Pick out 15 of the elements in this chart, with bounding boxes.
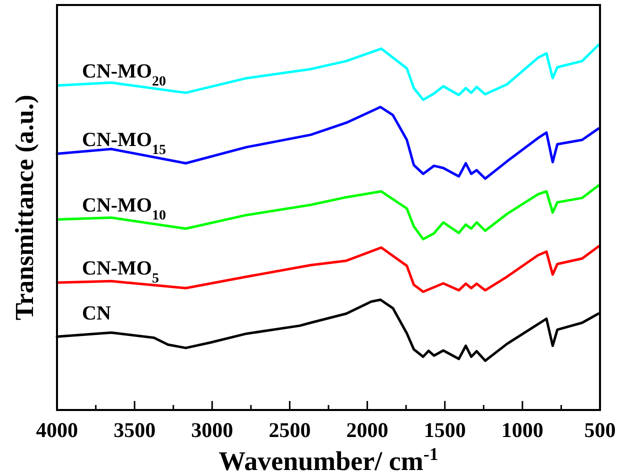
x-tick-label: 2500: [268, 418, 311, 442]
y-axis-title: Transmittance (a.u.): [10, 94, 39, 320]
series-label: CN-MO$_{10}$: [82, 194, 166, 223]
x-tick-label: 1000: [501, 418, 544, 442]
x-tick-label: 3000: [191, 418, 234, 442]
series-label: CN-MO$_{20}$: [82, 60, 166, 90]
x-tick-label: 2000: [346, 418, 388, 442]
series-label: CN-MO$_{15}$: [82, 128, 166, 158]
x-tick-label: 3500: [114, 418, 156, 442]
x-axis-title: Wavenumber/ cm$^{-1}$: [218, 444, 438, 475]
x-tick-label: 1500: [424, 418, 466, 442]
x-tick-label: 500: [584, 418, 616, 442]
series-label: CN: [82, 302, 112, 325]
series-label: CN-MO$_{5}$: [82, 258, 159, 286]
x-tick-label: 4000: [36, 418, 78, 442]
